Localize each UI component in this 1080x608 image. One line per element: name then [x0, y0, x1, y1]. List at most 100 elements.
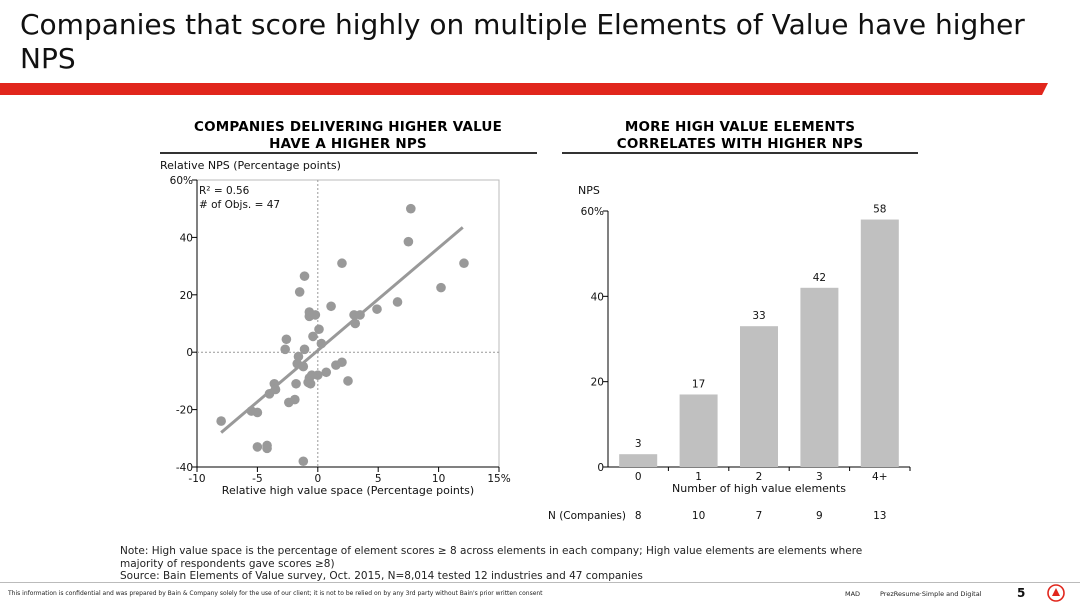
footer-document-name: PrezResume·Simple and Digital — [880, 590, 982, 598]
bar-value-label: 33 — [752, 310, 765, 322]
bar-y-tick-label: 0 — [597, 462, 604, 474]
bar-y-axis-label: NPS — [578, 184, 600, 197]
bar-category-label: 3 — [816, 471, 823, 483]
scatter-point — [406, 203, 416, 214]
scatter-point — [298, 361, 309, 372]
page-number: 5 — [1017, 586, 1026, 600]
scatter-point — [459, 258, 469, 269]
bar — [679, 394, 718, 467]
scatter-point — [281, 334, 292, 345]
scatter-point — [280, 344, 290, 355]
footnote: Note: High value space is the percentage… — [120, 545, 890, 583]
bar-title-line-2: CORRELATES WITH HIGHER NPS — [616, 136, 864, 152]
bar-n-value: 13 — [873, 510, 886, 522]
scatter-point — [216, 416, 226, 426]
bar-x-axis-label: Number of high value elements — [672, 482, 846, 495]
scatter-y-tick-label: 20 — [180, 290, 193, 302]
footer-divider — [0, 582, 1080, 583]
scatter-point — [355, 310, 365, 320]
scatter-point — [298, 456, 309, 467]
bar-y-tick-label: 40 — [591, 291, 604, 303]
scatter-title-line-1: COMPANIES DELIVERING HIGHER VALUE — [193, 119, 502, 135]
scatter-x-tick-label: -5 — [252, 473, 262, 485]
bar — [860, 219, 899, 467]
scatter-point — [314, 324, 324, 335]
scatter-point — [299, 344, 310, 355]
scatter-trendline — [220, 226, 464, 434]
bar-title-underline — [562, 152, 918, 154]
scatter-title-line-2: HAVE A HIGHER NPS — [269, 136, 427, 152]
footer-office-code: MAD — [845, 590, 861, 598]
scatter-point — [326, 301, 336, 312]
scatter-point — [305, 378, 316, 389]
scatter-point — [350, 318, 361, 329]
bar-category-label: 4+ — [872, 471, 887, 483]
bar-category-label: 0 — [635, 471, 642, 483]
bar — [740, 326, 778, 467]
note-line-3: Source: Bain Elements of Value survey, O… — [120, 570, 643, 582]
scatter-x-tick-label: 5 — [375, 473, 382, 485]
scatter-point — [264, 389, 275, 399]
scatter-point — [308, 331, 318, 342]
note-line-1: Note: High value space is the percentage… — [120, 545, 863, 557]
scatter-point — [316, 338, 327, 349]
confidentiality-notice: This information is confidential and was… — [8, 590, 543, 597]
scatter-x-tick-label: -10 — [188, 473, 205, 485]
scatter-point — [252, 442, 263, 452]
scatter-point — [403, 236, 414, 247]
bar — [619, 454, 658, 467]
accent-bar — [0, 80, 1048, 95]
accent-bar-shape — [0, 83, 1048, 95]
bar-category-label: 2 — [756, 471, 763, 483]
scatter-point — [337, 258, 347, 269]
bar-panel-title: MORE HIGH VALUE ELEMENTS CORRELATES WITH… — [562, 119, 918, 153]
scatter-point — [284, 397, 294, 408]
bar-n-value: 8 — [635, 510, 642, 522]
note-line-2: majority of respondents gave scores ≥8) — [120, 557, 335, 570]
bar-title-line-1: MORE HIGH VALUE ELEMENTS — [624, 119, 856, 135]
scatter-point — [252, 407, 263, 418]
scatter-point — [436, 282, 446, 293]
bar-value-label: 42 — [813, 272, 826, 284]
bain-logo-icon — [1047, 584, 1065, 602]
scatter-point — [331, 360, 341, 370]
bar-y-tick-label: 20 — [591, 377, 604, 389]
scatter-x-axis-label: Relative high value space (Percentage po… — [222, 484, 474, 497]
bar-n-value: 10 — [692, 510, 705, 522]
bar-y-tick-label: 60% — [581, 206, 604, 218]
scatter-point — [310, 310, 321, 320]
scatter-x-tick-label: 15% — [487, 473, 510, 485]
scatter-r-squared-annotation: R² = 0.56 — [199, 185, 250, 197]
bar-n-label: N (Companies) — [548, 510, 626, 522]
scatter-point — [294, 287, 305, 297]
scatter-count-annotation: # of Objs. = 47 — [199, 199, 280, 211]
bar-category-label: 1 — [695, 471, 702, 483]
scatter-y-tick-label: -40 — [176, 462, 193, 474]
scatter-point — [343, 376, 353, 386]
scatter-x-tick-label: 10 — [432, 473, 445, 485]
scatter-point — [262, 443, 272, 454]
bar-value-label: 3 — [635, 438, 642, 450]
bar — [800, 287, 839, 467]
scatter-title-underline — [160, 152, 537, 154]
bar-n-value: 9 — [816, 510, 823, 522]
scatter-point — [291, 378, 301, 389]
bar-value-label: 58 — [873, 204, 886, 216]
scatter-panel-title: COMPANIES DELIVERING HIGHER VALUE HAVE A… — [160, 119, 536, 153]
bar-value-label: 17 — [692, 378, 705, 390]
scatter-y-axis-label: Relative NPS (Percentage points) — [160, 159, 341, 172]
scatter-y-tick-label: 60% — [170, 175, 193, 187]
bar-n-value: 7 — [756, 510, 763, 522]
scatter-chart: -40 -20 0 20 40 60% -10 -5 0 5 10 15% Relative high … — [170, 175, 511, 497]
bar-chart: 0 20 40 60% 3 0 8 17 1 10 33 2 7 42 3 9 58 4+ 13 Number of … — [548, 204, 911, 522]
scatter-y-tick-label: -20 — [176, 405, 193, 417]
scatter-y-tick-label: 40 — [180, 232, 193, 244]
scatter-point — [299, 271, 310, 281]
slide-title: Companies that score highly on multiple … — [20, 8, 1025, 75]
scatter-x-tick-label: 0 — [314, 473, 321, 485]
scatter-point — [293, 351, 304, 362]
scatter-point — [392, 297, 403, 307]
scatter-point — [321, 367, 332, 378]
scatter-point — [372, 304, 382, 314]
scatter-y-tick-label: 0 — [186, 347, 193, 359]
